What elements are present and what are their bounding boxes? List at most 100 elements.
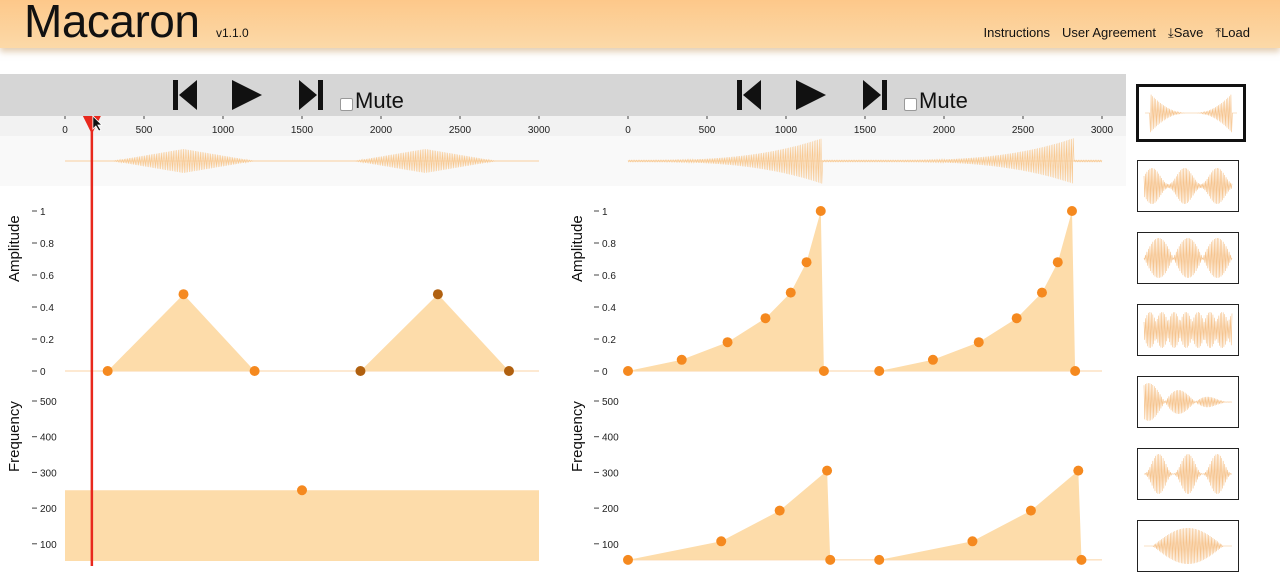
gallery-thumbnail-triple-pulse[interactable] [1137,232,1239,284]
frequency-keyframe[interactable] [716,536,727,547]
frequency-tick-label: 400 [602,433,619,444]
mute-checkbox[interactable] [904,97,917,111]
amplitude-keyframe[interactable] [874,366,885,376]
frequency-tick-label: 200 [602,504,619,515]
amplitude-keyframe[interactable] [818,366,829,376]
header-nav: Instructions User Agreement ⤓Save ⤒Load [984,25,1250,41]
play-icon[interactable] [795,80,827,110]
mute-label: Mute [919,88,968,113]
left-timeline-bar[interactable] [0,116,562,136]
frequency-envelope [628,470,1082,560]
waveform-preview [627,138,1103,184]
frequency-tick-label: 200 [40,504,57,515]
save-button[interactable]: ⤓Save [1168,25,1203,41]
gallery-thumbnail-dense-burst[interactable] [1137,520,1239,572]
amplitude-keyframe[interactable] [760,313,771,324]
thumbnail-waveform [1143,453,1233,494]
frequency-keyframe[interactable] [297,485,307,496]
amplitude-keyframe[interactable] [676,354,687,365]
play-icon[interactable] [231,80,263,110]
frequency-keyframe[interactable] [1076,554,1087,565]
amplitude-keyframe[interactable] [102,366,113,376]
gallery-thumbnail-pulses[interactable] [1137,448,1239,500]
amplitude-tick-label: 0.2 [40,335,54,346]
amplitude-keyframe[interactable] [178,289,189,300]
amplitude-tick-label: 0.4 [40,303,54,314]
download-icon: ⤓ [1167,25,1174,40]
amplitude-tick-label: 0.6 [602,271,616,282]
time-tick-label: 2500 [1012,125,1035,136]
time-tick-label: 1000 [775,125,798,136]
frequency-tick-label: 300 [602,468,619,479]
load-button[interactable]: ⤒Load [1215,25,1250,41]
right-editor[interactable]: 0 500 1000 1500 2000 2500 3000 1 0.8 0.6 0.4 0.2 0 50… [562,116,1126,576]
load-label: Load [1221,25,1250,40]
frequency-tick-label: 100 [602,540,619,551]
gallery-thumbnail-decay[interactable] [1137,376,1239,428]
amplitude-keyframe[interactable] [973,337,984,348]
time-tick-label: 0 [625,125,631,136]
waveform-preview [65,148,539,173]
thumbnail-waveform [1143,383,1233,421]
amplitude-keyframe[interactable] [1052,257,1063,268]
amplitude-keyframe[interactable] [1036,287,1047,298]
time-tick-label: 1500 [291,125,314,136]
frequency-keyframe[interactable] [774,505,785,516]
time-tick-label: 2000 [370,125,393,136]
frequency-keyframe[interactable] [1025,505,1036,516]
skip-back-icon[interactable] [736,80,764,110]
mute-toggle[interactable]: Mute [904,88,968,114]
amplitude-tick-label: 0.8 [40,239,54,250]
left-editor[interactable]: 0 500 1000 1500 2000 2500 3000 1 0.8 0.6 0.4 0.2 0 50… [0,115,562,576]
instructions-link[interactable]: Instructions [983,25,1050,40]
frequency-keyframe[interactable] [874,554,885,565]
time-tick-label: 1000 [212,125,235,136]
frequency-keyframe[interactable] [1073,465,1084,476]
thumbnail-wave [1143,383,1233,421]
gallery-thumbnail-buzz[interactable] [1137,304,1239,356]
frequency-tick-label: 100 [40,540,57,551]
thumbnail-waveform [1143,311,1233,349]
user-agreement-link[interactable]: User Agreement [1062,25,1156,40]
mouse-cursor-icon [92,115,103,132]
frequency-keyframe[interactable] [967,536,978,547]
amplitude-keyframe[interactable] [1011,313,1022,324]
gallery-thumbnail-sweep[interactable] [1136,84,1246,142]
amplitude-keyframe[interactable] [785,287,796,298]
frequency-tick-label: 500 [602,397,619,408]
frequency-tick-label: 500 [40,397,57,408]
amplitude-keyframe[interactable] [1066,206,1077,216]
mute-checkbox[interactable] [340,97,353,111]
skip-forward-icon[interactable] [296,80,324,110]
amplitude-keyframe[interactable] [801,257,812,268]
frequency-tick-label: 300 [40,468,57,479]
frequency-keyframe[interactable] [825,554,836,565]
amplitude-tick-label: 0 [40,367,46,378]
gallery-thumbnail-irregular[interactable] [1137,160,1239,212]
app-version: v1.1.0 [216,26,249,40]
skip-forward-icon[interactable] [860,80,888,110]
frequency-keyframe[interactable] [623,554,633,565]
amplitude-keyframe[interactable] [249,366,260,376]
thumbnail-wave [1143,311,1233,349]
frequency-keyframe[interactable] [822,465,833,476]
amplitude-keyframe[interactable] [1070,366,1081,376]
skip-back-icon[interactable] [172,80,200,110]
right-timeline-bar[interactable] [562,116,1126,136]
frequency-tick-label: 400 [40,433,57,444]
amplitude-keyframe[interactable] [355,366,366,376]
app-title: Macaron [24,0,200,47]
amplitude-tick-label: 0.8 [602,239,616,250]
thumbnail-waveform [1144,527,1232,565]
amplitude-tick-label: 0 [602,367,608,378]
mute-toggle[interactable]: Mute [340,88,404,114]
mute-label: Mute [355,88,404,113]
amplitude-keyframe[interactable] [722,337,733,348]
thumbnail-wave [1145,94,1237,133]
amplitude-keyframe[interactable] [815,206,826,216]
amplitude-keyframe[interactable] [503,366,514,376]
amplitude-tick-label: 1 [602,207,608,218]
amplitude-keyframe[interactable] [927,354,938,365]
amplitude-keyframe[interactable] [432,289,443,300]
amplitude-keyframe[interactable] [623,366,633,376]
